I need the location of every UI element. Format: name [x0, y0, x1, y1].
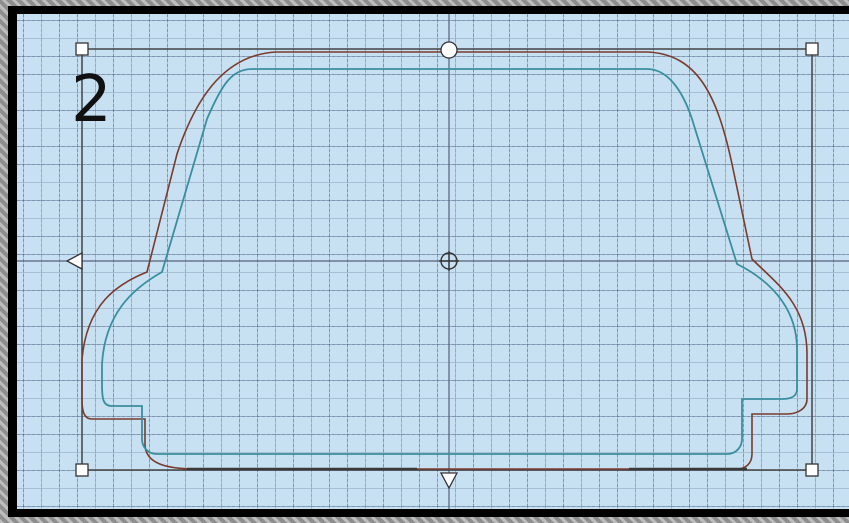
circle-handle-icon[interactable]: [440, 41, 458, 59]
crosshair-icon[interactable]: [439, 251, 459, 271]
square-handle-icon[interactable]: [75, 463, 89, 477]
shape-outline-outer[interactable]: [81, 51, 808, 470]
selection-bounding-box: [81, 48, 813, 471]
square-handle-icon[interactable]: [805, 42, 819, 56]
square-handle-icon[interactable]: [75, 42, 89, 56]
triangle-left-icon[interactable]: [65, 251, 83, 271]
drawing-canvas[interactable]: 2: [17, 14, 849, 509]
step-number-label: 2: [71, 63, 112, 137]
shape-editor[interactable]: [17, 14, 849, 509]
triangle-down-icon[interactable]: [439, 472, 459, 490]
square-handle-icon[interactable]: [805, 463, 819, 477]
shape-outline-inner[interactable]: [101, 68, 798, 455]
